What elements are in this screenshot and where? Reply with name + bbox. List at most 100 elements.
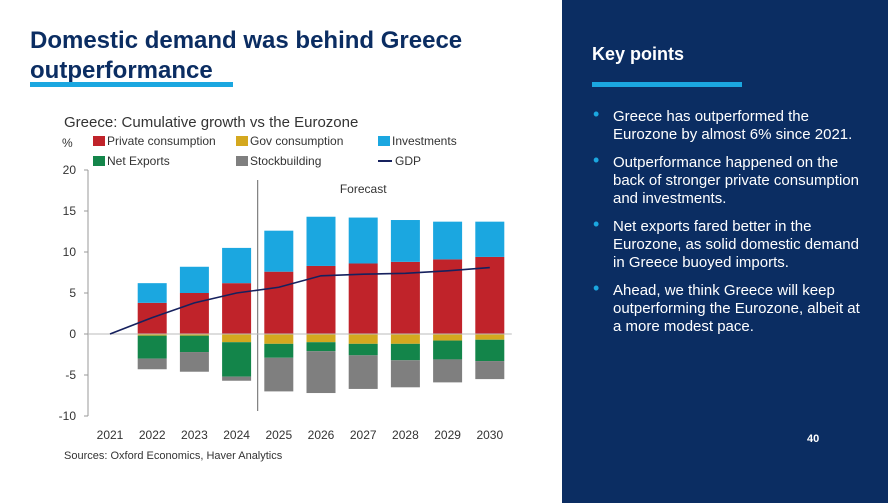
bar-stockbuilding <box>179 352 209 372</box>
bar-net-exports <box>433 340 463 360</box>
bar-gov-consumption <box>348 334 378 344</box>
legend-label: Gov consumption <box>250 134 344 148</box>
source-note: Sources: Oxford Economics, Haver Analyti… <box>64 450 283 462</box>
y-tick-label: 0 <box>69 327 76 341</box>
key-points-underline <box>592 82 742 87</box>
bullet-icon: • <box>593 278 600 298</box>
y-tick-label: -10 <box>59 409 77 423</box>
page-title: Domestic demand was behind Greece outper… <box>30 27 463 84</box>
bar-net-exports <box>348 343 378 356</box>
bar-gov-consumption <box>306 334 336 343</box>
title-underline <box>30 82 233 87</box>
x-tick-label: 2027 <box>350 428 377 442</box>
x-tick-label: 2028 <box>392 428 419 442</box>
bar-investments <box>222 247 252 284</box>
x-tick-label: 2029 <box>434 428 461 442</box>
legend-net-exports: Net Exports <box>93 154 170 168</box>
key-points-panel: Key points • Greece has outperformed the … <box>562 0 888 503</box>
bar-investments <box>306 216 336 266</box>
bar-gov-consumption <box>222 334 252 343</box>
bar-stockbuilding <box>390 360 420 388</box>
legend-label: GDP <box>395 154 422 168</box>
legend-swatch <box>93 156 105 166</box>
bar-stockbuilding <box>306 351 336 394</box>
bar-investments <box>179 266 209 293</box>
forecast-label: Forecast <box>340 182 387 196</box>
bar-gov-consumption <box>264 334 294 344</box>
legend-gov-consumption: Gov consumption <box>236 134 343 148</box>
legend-swatch <box>236 136 248 146</box>
bar-investments <box>264 230 294 272</box>
key-point-text: Outperformance happened on the back of s… <box>613 154 859 207</box>
x-tick-label: 2030 <box>476 428 503 442</box>
bar-private-consumption <box>222 283 252 334</box>
bar-investments <box>390 220 420 262</box>
bar-stockbuilding <box>475 361 505 380</box>
x-tick-label: 2025 <box>265 428 292 442</box>
bar-gov-consumption <box>390 334 420 344</box>
key-points-title: Key points <box>592 44 685 64</box>
bar-stockbuilding <box>137 358 167 370</box>
bar-gov-consumption <box>137 334 167 336</box>
bar-private-consumption <box>475 256 505 334</box>
legend-swatch <box>378 136 390 146</box>
y-tick-label: 15 <box>63 204 77 218</box>
bar-net-exports <box>390 343 420 361</box>
bar-net-exports <box>264 343 294 358</box>
bar-stockbuilding <box>433 359 463 383</box>
legend-investments: Investments <box>378 134 457 148</box>
key-point: • Greece has outperformed the Eurozone by… <box>590 104 860 144</box>
key-point-text: Ahead, we think Greece will keep outperf… <box>613 282 860 335</box>
bullet-icon: • <box>593 104 600 124</box>
bar-private-consumption <box>179 293 209 334</box>
bar-investments <box>433 221 463 260</box>
bar-net-exports <box>137 335 167 359</box>
chart-title: Greece: Cumulative growth vs the Eurozon… <box>64 114 359 131</box>
legend-swatch <box>93 136 105 146</box>
bar-stockbuilding <box>222 376 252 381</box>
key-point: • Ahead, we think Greece will keep outper… <box>590 278 860 336</box>
x-tick-label: 2024 <box>223 428 250 442</box>
key-point: • Net exports fared better in the Eurozon… <box>590 214 860 272</box>
bar-gov-consumption <box>475 334 505 340</box>
bar-net-exports <box>306 342 336 352</box>
chart-plot: 20 15 10 5 0 -5 -10 2021 2022 2023 2024 2025 2026 202… <box>59 163 512 442</box>
legend-label: Private consumption <box>107 134 216 148</box>
legend-private-consumption: Private consumption <box>93 134 216 148</box>
bar-net-exports <box>475 339 505 362</box>
bullet-icon: • <box>593 150 600 170</box>
y-tick-label: 20 <box>63 163 77 177</box>
bullet-icon: • <box>593 214 600 234</box>
x-tick-label: 2021 <box>97 428 124 442</box>
y-tick-label: 5 <box>69 286 76 300</box>
key-points-list: • Greece has outperformed the Eurozone by… <box>590 104 860 346</box>
bar-stockbuilding <box>348 355 378 389</box>
legend-gdp: GDP <box>378 154 421 168</box>
key-point-text: Greece has outperformed the Eurozone by … <box>613 108 853 143</box>
bar-gov-consumption <box>179 334 209 336</box>
y-axis-unit: % <box>62 136 73 150</box>
key-point-text: Net exports fared better in the Eurozone… <box>613 218 859 271</box>
bar-investments <box>137 283 167 303</box>
legend-label: Stockbuilding <box>250 154 322 168</box>
x-tick-label: 2022 <box>139 428 166 442</box>
legend-label: Investments <box>392 134 457 148</box>
legend-line <box>378 160 392 162</box>
bar-private-consumption <box>306 265 336 334</box>
bar-private-consumption <box>264 271 294 334</box>
bar-gov-consumption <box>433 334 463 341</box>
legend-stockbuilding: Stockbuilding <box>236 154 321 168</box>
y-tick-label: -5 <box>65 368 76 382</box>
bar-investments <box>348 217 378 264</box>
bar-net-exports <box>179 335 209 353</box>
key-point: • Outperformance happened on the back of … <box>590 150 860 208</box>
gdp-line <box>109 266 490 335</box>
bar-stockbuilding <box>264 357 294 392</box>
x-tick-label: 2023 <box>181 428 208 442</box>
x-tick-label: 2026 <box>308 428 335 442</box>
page-number: 40 <box>807 433 820 445</box>
legend-label: Net Exports <box>107 154 170 168</box>
bar-investments <box>475 221 505 257</box>
y-tick-label: 10 <box>63 245 77 259</box>
bar-net-exports <box>222 342 252 377</box>
